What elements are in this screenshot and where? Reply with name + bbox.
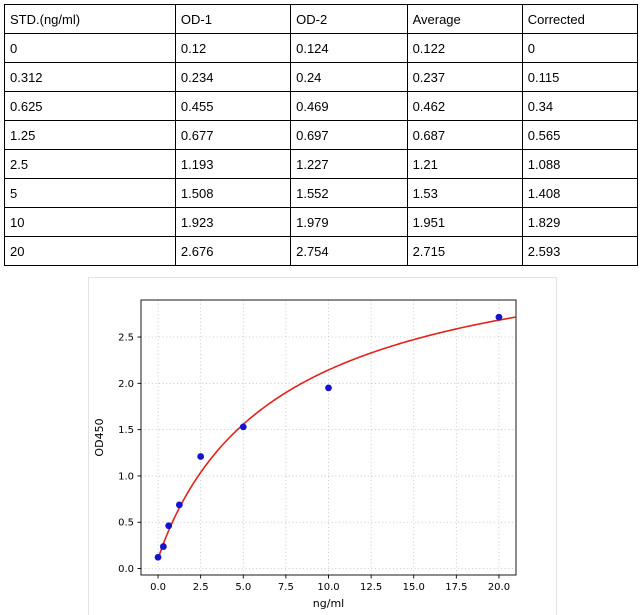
svg-text:2.0: 2.0 — [118, 379, 134, 390]
table-cell: 2.676 — [174, 236, 292, 266]
table-cell: 0.462 — [406, 91, 523, 121]
svg-text:0.0: 0.0 — [118, 564, 134, 575]
chart-point — [197, 453, 205, 460]
table-cell: 1.21 — [406, 149, 523, 179]
table-cell: 0.565 — [521, 120, 639, 150]
chart-point — [239, 423, 247, 431]
svg-text:1.5: 1.5 — [118, 425, 134, 436]
table-cell: 0.237 — [406, 62, 523, 92]
chart-point — [159, 543, 167, 550]
table-cell: 0.122 — [406, 33, 523, 63]
chart-point — [175, 501, 183, 509]
table-cell: 0.469 — [290, 91, 408, 121]
chart-x-axis: 0.0 2.5 5.0 7.5 10.0 12.5 15.0 17.5 20.0 — [150, 575, 510, 593]
table-cell: 0.34 — [521, 91, 639, 121]
table-row: 5 1.508 1.552 1.53 1.408 — [4, 178, 639, 208]
svg-text:20.0: 20.0 — [488, 582, 510, 593]
chart-y-axis: 0.0 0.5 1.0 1.5 2.0 2.5 — [118, 333, 141, 575]
table-cell: 2.5 — [4, 149, 176, 179]
table-cell: 0 — [521, 33, 639, 63]
table-cell: 2.754 — [290, 236, 408, 266]
table-header-od1: OD-1 — [174, 4, 292, 34]
table-cell: 0.687 — [406, 120, 523, 150]
table-cell: 0.12 — [174, 33, 292, 63]
svg-text:10.0: 10.0 — [317, 582, 339, 593]
svg-text:2.5: 2.5 — [118, 333, 134, 344]
table-header-row: STD.(ng/ml) OD-1 OD-2 Average Corrected — [4, 4, 639, 34]
table-header-std: STD.(ng/ml) — [4, 4, 176, 34]
table-cell: 0.124 — [290, 33, 408, 63]
table-row: 2.5 1.193 1.227 1.21 1.088 — [4, 149, 639, 179]
table-cell: 0.677 — [174, 120, 292, 150]
chart-x-axis-label: ng/ml — [313, 597, 344, 610]
table-row: 0 0.12 0.124 0.122 0 — [4, 33, 639, 63]
table-cell: 1.923 — [174, 207, 292, 237]
chart-y-axis-label: OD450 — [93, 418, 106, 456]
standard-values-table: STD.(ng/ml) OD-1 OD-2 Average Corrected … — [4, 4, 639, 266]
table-cell: 1.25 — [4, 120, 176, 150]
svg-text:2.5: 2.5 — [193, 582, 209, 593]
table-cell: 1.552 — [290, 178, 408, 208]
svg-text:12.5: 12.5 — [360, 582, 382, 593]
svg-text:1.0: 1.0 — [118, 471, 134, 482]
table-cell: 20 — [4, 236, 176, 266]
table-row: 10 1.923 1.979 1.951 1.829 — [4, 207, 639, 237]
table-header-average: Average — [406, 4, 523, 34]
table-cell: 1.979 — [290, 207, 408, 237]
table-cell: 1.951 — [406, 207, 523, 237]
table-header-od2: OD-2 — [290, 4, 408, 34]
table-cell: 1.227 — [290, 149, 408, 179]
chart-point — [325, 384, 332, 392]
table-cell: 0.312 — [4, 62, 176, 92]
table-cell: 1.408 — [521, 178, 639, 208]
table-cell: 0.234 — [174, 62, 292, 92]
chart-point — [154, 553, 162, 561]
table-cell: 0.697 — [290, 120, 408, 150]
chart-fit-curve — [157, 316, 517, 560]
chart-point — [495, 313, 503, 321]
svg-text:5.0: 5.0 — [235, 582, 251, 593]
table-cell: 1.508 — [174, 178, 292, 208]
table-cell: 2.715 — [406, 236, 523, 266]
table-cell: 1.53 — [406, 178, 523, 208]
table-cell: 1.193 — [174, 149, 292, 179]
svg-text:7.5: 7.5 — [278, 582, 294, 593]
table-cell: 0.455 — [174, 91, 292, 121]
table-cell: 0.24 — [290, 62, 408, 92]
svg-text:15.0: 15.0 — [403, 582, 425, 593]
table-cell: 5 — [4, 178, 176, 208]
table-row: 0.625 0.455 0.469 0.462 0.34 — [4, 91, 639, 121]
table-row: 1.25 0.677 0.697 0.687 0.565 — [4, 120, 639, 150]
table-cell: 1.829 — [521, 207, 639, 237]
table-cell: 1.088 — [521, 149, 639, 179]
standard-curve-figure: 0.0 2.5 5.0 7.5 10.0 12.5 15.0 17.5 20.0 0.0 0.5 1.… — [88, 277, 557, 615]
table-cell: 0.115 — [521, 62, 639, 92]
table-cell: 10 — [4, 207, 176, 237]
chart-grid — [141, 300, 516, 575]
svg-text:17.5: 17.5 — [445, 582, 467, 593]
table-cell: 0 — [4, 33, 176, 63]
table-header-corrected: Corrected — [521, 4, 639, 34]
svg-text:0.0: 0.0 — [150, 582, 166, 593]
standard-curve-chart: 0.0 2.5 5.0 7.5 10.0 12.5 15.0 17.5 20.0 0.0 0.5 1.… — [89, 278, 556, 615]
chart-point — [165, 522, 173, 530]
table-row: 0.312 0.234 0.24 0.237 0.115 — [4, 62, 639, 92]
table-cell: 2.593 — [521, 236, 639, 266]
table-cell: 0.625 — [4, 91, 176, 121]
chart-background — [89, 278, 556, 615]
svg-text:0.5: 0.5 — [118, 518, 134, 529]
chart-scatter-points — [154, 313, 503, 561]
table-row: 20 2.676 2.754 2.715 2.593 — [4, 236, 639, 266]
